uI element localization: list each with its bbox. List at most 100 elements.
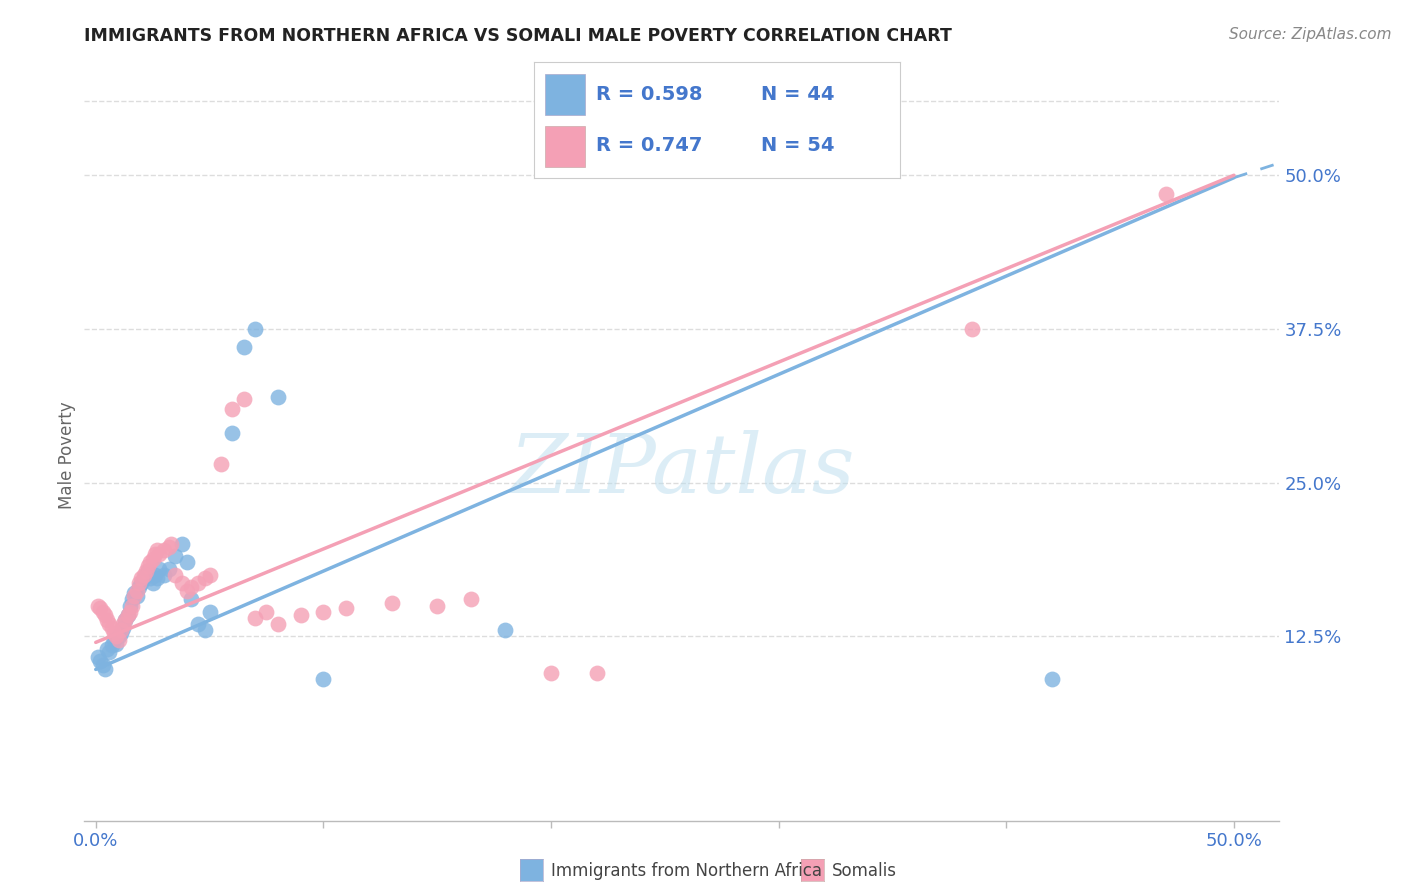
Bar <box>546 126 585 167</box>
Point <box>153 567 176 582</box>
Point <box>180 580 202 594</box>
Point <box>107 629 129 643</box>
Text: ZIPatlas: ZIPatlas <box>509 430 855 509</box>
Point <box>107 632 129 647</box>
Point <box>105 629 128 643</box>
Point <box>105 637 128 651</box>
Point <box>125 583 148 598</box>
Point <box>540 666 562 681</box>
Point <box>460 592 482 607</box>
Point <box>103 625 125 640</box>
Point <box>100 621 122 635</box>
Point <box>267 390 290 404</box>
Point <box>221 426 243 441</box>
Point <box>89 654 111 668</box>
Point <box>132 572 155 586</box>
Point <box>172 537 194 551</box>
Point <box>125 589 148 603</box>
Point <box>232 340 254 354</box>
Point <box>146 572 169 586</box>
Point <box>198 605 221 619</box>
Point <box>112 616 135 631</box>
Point <box>960 322 983 336</box>
Point <box>267 616 290 631</box>
Point <box>118 599 141 613</box>
Point <box>129 576 152 591</box>
Point <box>187 576 209 591</box>
Point <box>256 605 278 619</box>
Point <box>198 567 221 582</box>
Point <box>146 543 169 558</box>
Text: Source: ZipAtlas.com: Source: ZipAtlas.com <box>1229 27 1392 42</box>
Point <box>124 586 146 600</box>
Text: Somalis: Somalis <box>832 863 897 880</box>
Point <box>91 605 114 619</box>
Point <box>290 608 312 623</box>
Point <box>426 599 449 613</box>
Point <box>165 567 187 582</box>
Point <box>117 608 139 623</box>
Point <box>495 623 517 637</box>
Text: R = 0.598: R = 0.598 <box>596 86 703 104</box>
Point <box>103 632 125 647</box>
Point <box>139 556 162 570</box>
Point <box>98 616 121 631</box>
Point <box>209 457 232 471</box>
Point <box>1154 186 1177 201</box>
Point <box>135 567 157 582</box>
Point <box>160 537 183 551</box>
Point <box>128 576 150 591</box>
Point <box>143 547 166 561</box>
Point <box>98 645 121 659</box>
Point <box>114 613 136 627</box>
Point <box>165 549 187 564</box>
Point <box>121 592 143 607</box>
Point <box>139 572 162 586</box>
Text: R = 0.747: R = 0.747 <box>596 136 703 155</box>
Point <box>96 641 118 656</box>
Text: IMMIGRANTS FROM NORTHERN AFRICA VS SOMALI MALE POVERTY CORRELATION CHART: IMMIGRANTS FROM NORTHERN AFRICA VS SOMAL… <box>84 27 952 45</box>
Point <box>110 623 132 637</box>
Point <box>243 322 266 336</box>
Point <box>87 599 110 613</box>
Point <box>96 613 118 627</box>
Point <box>94 608 117 623</box>
Point <box>118 605 141 619</box>
Point <box>381 596 404 610</box>
Point <box>100 638 122 652</box>
Point <box>194 623 217 637</box>
Point <box>172 576 194 591</box>
Point <box>112 621 135 635</box>
Y-axis label: Male Poverty: Male Poverty <box>58 401 76 508</box>
Point <box>335 601 357 615</box>
Point <box>176 556 198 570</box>
Point <box>312 673 335 687</box>
Point <box>91 657 114 672</box>
Point <box>135 564 157 578</box>
Point <box>121 599 143 613</box>
Text: Immigrants from Northern Africa: Immigrants from Northern Africa <box>551 863 823 880</box>
Point <box>114 613 136 627</box>
Point <box>136 564 159 578</box>
Point <box>129 572 152 586</box>
Point <box>132 567 155 582</box>
Point <box>221 401 243 416</box>
Point <box>89 601 111 615</box>
Point <box>128 580 150 594</box>
Point <box>176 583 198 598</box>
Text: N = 54: N = 54 <box>761 136 834 155</box>
Point <box>153 543 176 558</box>
Point <box>157 540 180 554</box>
Point <box>312 605 335 619</box>
Point <box>117 608 139 623</box>
Point <box>148 561 170 575</box>
Text: N = 44: N = 44 <box>761 86 834 104</box>
Bar <box>546 74 585 114</box>
Point <box>232 392 254 406</box>
Point <box>1040 673 1063 687</box>
Point <box>157 561 180 575</box>
Point <box>124 589 146 603</box>
Point <box>243 611 266 625</box>
Point <box>87 650 110 665</box>
Point <box>142 576 165 591</box>
